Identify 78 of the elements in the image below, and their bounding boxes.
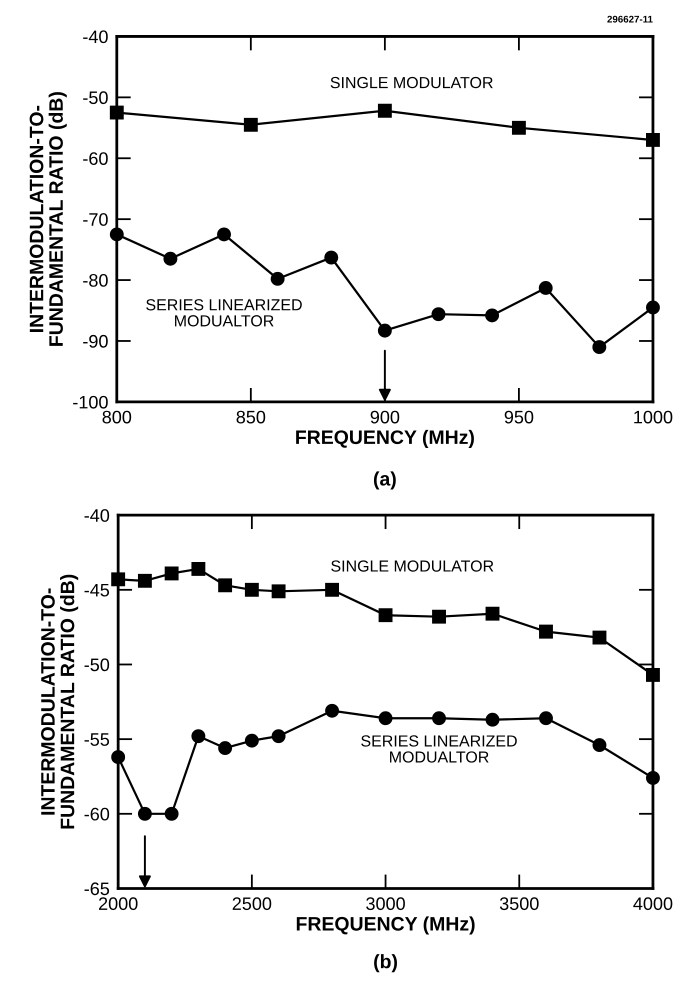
x-tick-label: 950 (504, 410, 534, 424)
y-tick-label: -40 (83, 30, 108, 44)
point (646, 771, 660, 785)
series-label: SINGLE MODULATOR (331, 560, 494, 572)
point (111, 572, 126, 586)
y-axis-title: INTERMODULATION-TO- FUNDAMENTAL RATIO (dB) (30, 92, 67, 346)
x-tick-label: 3000 (366, 897, 405, 910)
point (592, 738, 606, 752)
y-tick-label: -80 (83, 274, 108, 287)
x-tick-label: 3500 (500, 897, 539, 910)
point (486, 606, 500, 621)
y-tick-label: -40 (84, 509, 110, 522)
point (486, 712, 500, 727)
text: 296627-11 (607, 16, 653, 23)
point (138, 574, 152, 588)
point (270, 272, 285, 286)
series-label: SERIES LINEARIZED MODUALTOR (361, 735, 517, 763)
point (244, 582, 259, 597)
x-tick-label: 850 (236, 410, 266, 424)
point (244, 118, 258, 132)
y-tick-label: -70 (83, 213, 108, 226)
y-tick-label: -60 (84, 808, 110, 821)
x-axis-title: FREQUENCY (MHz) (296, 430, 474, 448)
point (324, 250, 338, 264)
point (110, 106, 124, 120)
x-tick-label: 2500 (232, 897, 272, 910)
point (325, 582, 340, 597)
point (378, 608, 392, 622)
text: (a) (374, 471, 396, 490)
point (110, 227, 124, 242)
series-label: SERIES LINEARIZED MODUALTOR (146, 299, 302, 326)
x-tick-label: 2000 (98, 897, 138, 910)
x-axis-title: FREQUENCY (MHz) (296, 916, 475, 935)
y-axis-title: INTERMODULATION-TO- FUNDAMENTAL RATIO (dB) (41, 574, 78, 829)
point (272, 584, 286, 598)
point (432, 610, 446, 624)
point (217, 227, 231, 242)
point (378, 324, 392, 338)
point (191, 729, 206, 744)
x-tick-label: 1000 (634, 410, 672, 424)
point (538, 281, 553, 295)
point (272, 729, 286, 744)
point (218, 578, 232, 592)
point (163, 252, 178, 266)
y-tick-label: -55 (84, 733, 110, 746)
y-tick-label: -60 (83, 152, 108, 165)
text: (b) (374, 954, 397, 972)
point (539, 711, 553, 726)
point (592, 630, 606, 645)
point (646, 300, 660, 314)
point (539, 624, 553, 639)
point (244, 734, 259, 748)
point (111, 750, 126, 764)
point (646, 133, 660, 147)
point (138, 806, 152, 821)
point (592, 340, 606, 354)
y-tick-label: -45 (84, 584, 110, 597)
y-tick-label: -65 (84, 882, 110, 896)
y-tick-label: -100 (73, 396, 108, 409)
y-tick-label: -50 (84, 658, 110, 672)
series-label: SINGLE MODULATOR (330, 76, 493, 88)
point (325, 704, 340, 718)
y-tick-label: -50 (83, 91, 108, 104)
point (512, 120, 526, 135)
point (432, 307, 446, 322)
point (378, 711, 392, 726)
y-tick-label: -90 (83, 334, 108, 348)
point (218, 741, 232, 756)
x-tick-label: 900 (370, 410, 400, 424)
point (646, 668, 660, 682)
point (432, 711, 446, 726)
x-tick-label: 4000 (633, 897, 672, 910)
point (191, 562, 206, 576)
point (164, 566, 179, 580)
x-tick-label: 800 (102, 410, 132, 424)
point (485, 308, 500, 322)
point (378, 104, 392, 118)
point (164, 806, 179, 821)
